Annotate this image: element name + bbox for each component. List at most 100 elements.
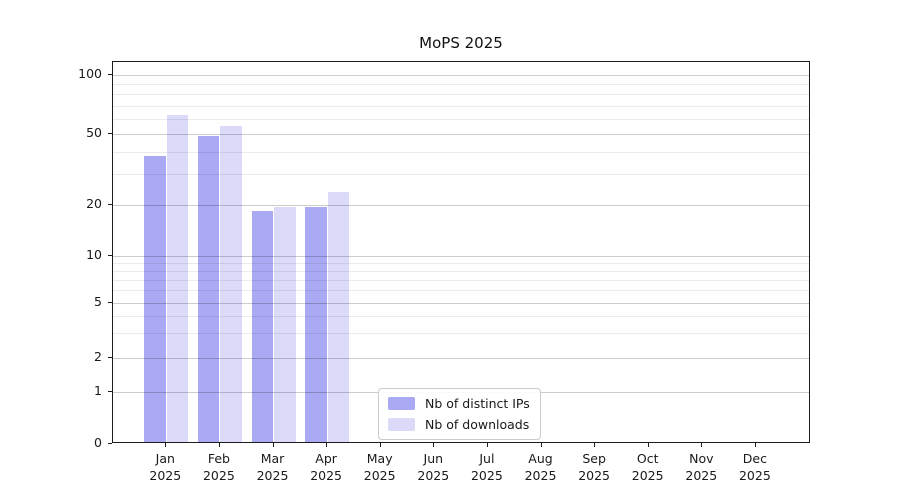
x-tick-mark [272,443,274,447]
x-tick-month: Jan [155,451,175,466]
y-tick-label-0: 0 [94,435,102,450]
x-tick-mark [701,443,703,447]
x-tick-label-jan: Jan 2025 [135,450,195,484]
x-tick-label-jun: Jun 2025 [403,450,463,484]
y-tick-mark [108,254,112,256]
x-tick-mark [594,443,596,447]
bar-apr-distinct-ips [305,206,327,442]
gridline-3 [113,333,809,335]
x-tick-mark [540,443,542,447]
x-tick-year: 2025 [631,468,664,483]
x-tick-month: Nov [689,451,714,466]
x-tick-year: 2025 [256,468,289,483]
y-tick-mark [108,390,112,392]
y-tick-mark [108,301,112,303]
y-tick-label-1: 1 [94,382,102,398]
y-tick-label-20: 20 [86,196,102,211]
bar-mar-distinct-ips [251,210,273,442]
gridline-10 [113,255,809,257]
bar-apr-downloads [327,192,350,442]
legend-swatch [388,397,415,410]
legend-item: Nb of downloads [388,417,530,432]
x-tick-label-aug: Aug 2025 [511,450,571,484]
x-tick-mark [218,443,220,447]
gridline-80 [113,94,809,96]
x-tick-label-jul: Jul 2025 [457,450,517,484]
x-tick-year: 2025 [417,468,450,483]
bar-jan-downloads [166,115,189,442]
legend-item: Nb of distinct IPs [388,396,530,411]
bar-feb-distinct-ips [197,135,220,442]
x-tick-mark [647,443,649,447]
gridline-90 [113,84,809,86]
x-tick-year: 2025 [310,468,342,483]
x-tick-month: Jun [423,451,444,466]
y-tick-mark [108,204,112,205]
x-tick-mark [754,443,756,447]
x-tick-label-may: May 2025 [350,450,410,484]
gridline-70 [113,105,809,107]
y-tick-label-10: 10 [86,246,102,262]
x-tick-month: Sep [582,451,606,466]
x-tick-year: 2025 [738,468,771,483]
x-tick-month: Feb [207,451,230,466]
x-tick-mark [379,443,381,447]
x-tick-label-dec: Dec 2025 [725,450,785,484]
bar-jan-distinct-ips [144,155,166,442]
x-tick-year: 2025 [149,468,182,483]
y-tick-mark [108,74,112,76]
x-tick-month: Oct [636,451,659,466]
gridline-60 [113,118,809,120]
y-tick-mark [108,133,112,135]
x-tick-mark [433,443,435,447]
y-tick-mark [108,356,112,358]
x-tick-year: 2025 [524,468,557,483]
x-tick-label-oct: Oct 2025 [618,450,678,484]
x-tick-month: Mar [260,451,285,466]
gridline-50 [113,134,809,136]
x-tick-year: 2025 [685,468,718,483]
legend-label: Nb of downloads [425,417,530,432]
chart-title: MoPS 2025 [419,34,503,52]
gridline-100 [113,75,809,77]
x-tick-label-mar: Mar 2025 [243,450,303,484]
gridline-8 [113,270,809,272]
gridline-40 [113,151,809,153]
legend-swatch [388,418,415,431]
gridline-9 [113,262,809,264]
y-tick-label-2: 2 [94,348,102,364]
x-tick-year: 2025 [202,468,235,483]
gridline-20 [113,205,809,206]
y-tick-label-100: 100 [78,66,102,82]
x-tick-mark [165,443,167,447]
gridline-2 [113,357,809,359]
x-tick-year: 2025 [363,468,396,483]
gridline-5 [113,302,809,304]
x-tick-month: May [366,451,393,466]
y-tick-label-5: 5 [94,293,102,309]
x-tick-mark [326,443,328,447]
x-tick-year: 2025 [470,468,503,483]
gridline-6 [113,290,809,292]
y-tick-label-50: 50 [86,125,102,141]
gridline-7 [113,279,809,281]
x-tick-label-nov: Nov 2025 [671,450,731,484]
bar-feb-downloads [220,125,242,442]
x-tick-label-apr: Apr 2025 [296,450,356,484]
x-tick-label-sep: Sep 2025 [564,450,624,484]
plot-area [112,61,810,443]
x-tick-mark [486,443,488,447]
x-tick-month: Aug [528,451,553,466]
x-tick-year: 2025 [578,468,610,483]
y-tick-mark [108,443,112,444]
x-tick-label-feb: Feb 2025 [189,450,249,484]
x-tick-month: Dec [742,451,767,466]
gridline-4 [113,316,809,318]
legend: Nb of distinct IPs Nb of downloads [378,388,541,440]
x-tick-month: Jul [479,451,495,466]
legend-label: Nb of distinct IPs [425,396,530,411]
x-tick-month: Apr [315,451,337,466]
bar-mar-downloads [274,206,296,442]
gridline-30 [113,173,809,175]
